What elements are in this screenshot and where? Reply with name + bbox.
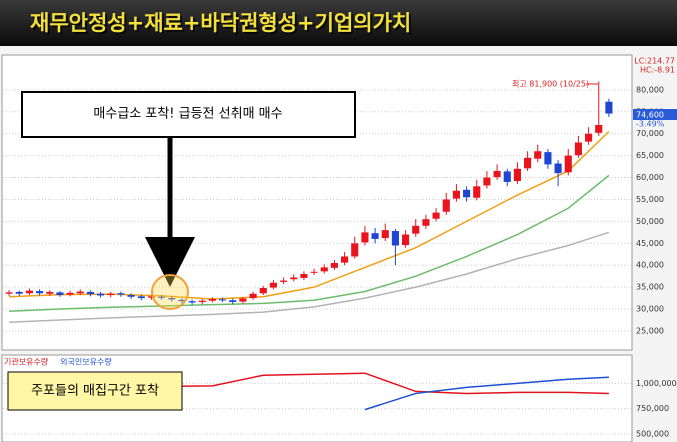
candle-body xyxy=(320,267,328,272)
candle-body xyxy=(432,212,440,219)
candle-body xyxy=(137,296,145,299)
price-chart: 25,000 30,000 35,000 40,000 45,000 50,000 55,0… xyxy=(3,81,664,335)
candle-body xyxy=(493,170,501,178)
candle-body xyxy=(56,292,64,296)
moving-average xyxy=(9,174,610,312)
candle-body xyxy=(371,233,379,239)
candle-body xyxy=(544,152,552,165)
candle-body xyxy=(15,291,23,294)
candle-body xyxy=(36,291,44,294)
candle-body xyxy=(605,101,613,114)
candle-body xyxy=(595,124,603,133)
candle-body xyxy=(452,190,460,199)
candle-body xyxy=(76,291,84,294)
candle-body xyxy=(269,282,277,288)
holding-line xyxy=(364,376,609,411)
candle-body xyxy=(300,273,308,278)
highlight xyxy=(151,274,189,310)
y-tick-label: 40,000 xyxy=(636,261,664,270)
candle-body xyxy=(564,155,572,173)
candle-body xyxy=(290,277,298,280)
candle-body xyxy=(513,168,521,182)
candle-body xyxy=(483,177,491,186)
y-tick-label: 45,000 xyxy=(636,239,664,248)
candle-body xyxy=(574,142,582,156)
candle-body xyxy=(463,189,471,198)
candle-body xyxy=(280,280,288,282)
holding-chart: 500,000 750,000 1,000,000 기관보유수량 외국인보유수량 xyxy=(3,357,677,438)
candle-body xyxy=(86,291,94,295)
candle-body xyxy=(473,186,481,198)
candle-body xyxy=(127,295,135,297)
legend-entry: 외국인보유수량 xyxy=(60,357,112,367)
y-tick-label: 65,000 xyxy=(636,151,664,160)
candle-body xyxy=(168,298,176,300)
y-tick-label: 70,000 xyxy=(636,129,664,138)
candle-body xyxy=(412,225,420,234)
candle-body xyxy=(5,292,13,294)
candle-body xyxy=(503,171,511,182)
banner xyxy=(0,0,677,46)
callout-text: 매수급소 포착! 급등전 선취매 매수 xyxy=(93,107,282,122)
candle-body xyxy=(25,290,33,294)
candle-body xyxy=(534,151,542,159)
y-tick-label: 1,000,000 xyxy=(636,379,677,388)
candle-body xyxy=(585,133,593,142)
y-tick-label: 25,000 xyxy=(636,326,664,335)
price-box xyxy=(633,109,677,120)
candle-body xyxy=(219,299,227,301)
y-tick-label: 55,000 xyxy=(636,195,664,204)
y-tick-label: 35,000 xyxy=(636,283,664,292)
change: -3.49% xyxy=(636,120,665,129)
lc-label: LC:214.77 xyxy=(634,57,675,66)
banner-title: 재무안정성+재료+바닥권형성+기업의가치 xyxy=(30,11,411,35)
candle-body xyxy=(422,219,430,226)
high-note: 최고 81,900 (10/25) xyxy=(512,79,589,89)
candle-body xyxy=(147,296,155,298)
candle-body xyxy=(330,263,338,268)
candle-body xyxy=(97,293,105,296)
candle-body xyxy=(208,298,216,301)
candle-body xyxy=(442,199,450,212)
y-tick-label: 80,000 xyxy=(636,85,664,94)
last-price: 74,600 xyxy=(636,111,664,120)
candle-body xyxy=(554,163,562,174)
y-tick-label: 750,000 xyxy=(636,404,669,413)
candle-body xyxy=(239,298,247,302)
callout-box-2 xyxy=(7,371,183,411)
candle-body xyxy=(351,243,359,257)
callout-text-2: 주포들의 매집구간 포착 xyxy=(31,384,159,399)
candle-body xyxy=(259,288,267,294)
candle-body xyxy=(158,296,166,298)
candle-body xyxy=(46,291,54,294)
candle-body xyxy=(524,157,532,169)
candle-body xyxy=(117,293,125,295)
candle-body xyxy=(381,230,389,239)
candle-body xyxy=(198,300,206,303)
candle-body xyxy=(229,300,237,303)
candle-body xyxy=(178,299,186,302)
candle-body xyxy=(66,292,74,295)
candle-body xyxy=(361,232,369,243)
y-tick-label: 50,000 xyxy=(636,217,664,226)
candle-body xyxy=(391,231,399,246)
candle-body xyxy=(310,271,318,273)
y-tick-label: 30,000 xyxy=(636,305,664,314)
candle-body xyxy=(249,293,257,299)
annotations: LC:214.77 HC:-8.91 최고 81,900 (10/25) 74,… xyxy=(7,57,677,411)
banner-shadow: 재무안정성+재료+바닥권형성+기업의가치 xyxy=(32,13,413,37)
moving-average xyxy=(9,231,610,323)
legend-entry: 기관보유수량 xyxy=(4,357,49,367)
y-tick-label: 60,000 xyxy=(636,173,664,182)
candle-body xyxy=(402,234,410,246)
candle-body xyxy=(107,293,115,296)
hc-label: HC:-8.91 xyxy=(640,66,675,75)
callout-box xyxy=(21,91,356,138)
y-tick-label: 500,000 xyxy=(636,429,669,438)
candle-body xyxy=(188,301,196,303)
candle-body xyxy=(341,256,349,263)
